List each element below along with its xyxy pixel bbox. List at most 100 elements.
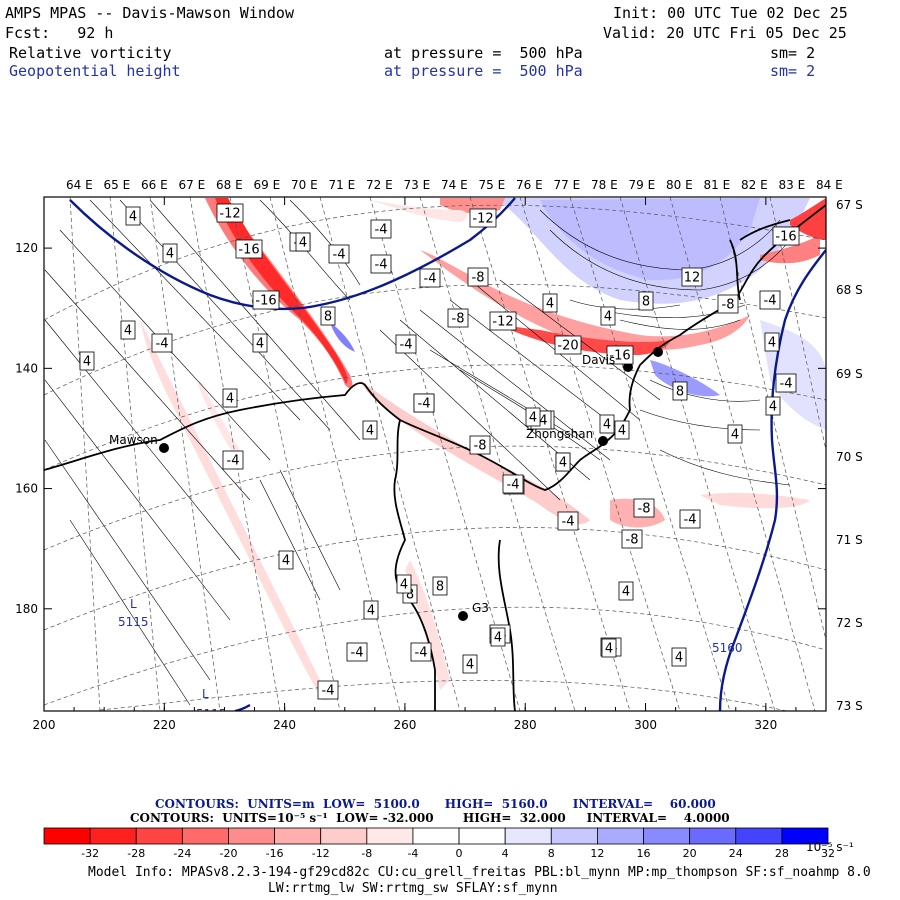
contour-label: -8 — [717, 294, 739, 314]
station-markers — [159, 347, 663, 621]
lat-label: 67 S — [836, 198, 863, 212]
contour-label: 4 — [252, 333, 268, 353]
colorbar-swatch — [550, 827, 598, 845]
contour-label: -4 — [346, 642, 368, 662]
svg-text:-4: -4 — [684, 513, 697, 528]
field1-smoothing: sm= 2 — [770, 44, 816, 62]
x-axis-labels: 200 220 240 260 280 300 320 — [33, 718, 778, 732]
svg-text:-8: -8 — [474, 439, 487, 454]
contour-label: -20 — [554, 335, 582, 355]
longitude-labels: 64 E 65 E 66 E 67 E 68 E 69 E 70 E 71 E 72 E 73 E… — [66, 178, 843, 192]
contour-label: -16 — [772, 226, 800, 246]
contour-label: 4 — [125, 206, 141, 226]
x-tick-label: 200 — [33, 718, 56, 732]
contour-label: 4 — [600, 306, 616, 326]
contour-label: -4 — [328, 244, 350, 264]
svg-text:4: 4 — [529, 411, 537, 426]
colorbar-tick-label: 20 — [683, 847, 697, 860]
svg-text:-8: -8 — [638, 502, 651, 517]
colorbar-swatch — [689, 827, 737, 845]
lon-label: 80 E — [666, 178, 693, 192]
y-tick-label: 160 — [15, 482, 38, 496]
contour-label: -16 — [235, 239, 263, 259]
svg-text:-12: -12 — [472, 212, 493, 227]
svg-text:4: 4 — [366, 424, 374, 439]
svg-text:4: 4 — [256, 337, 264, 352]
x-tick-label: 300 — [634, 718, 657, 732]
svg-text:-4: -4 — [375, 223, 388, 238]
y-tick-label: 140 — [15, 361, 38, 375]
colorbar-tick-label: 0 — [456, 847, 463, 860]
contour-label: -16 — [606, 345, 634, 365]
colorbar-swatch — [504, 827, 552, 845]
contour-label: 4 — [295, 232, 311, 252]
colorbar-swatch — [781, 827, 829, 845]
svg-text:-4: -4 — [764, 294, 777, 309]
colorbar-tick-label: -32 — [81, 847, 99, 860]
colorbar-swatch — [597, 827, 644, 845]
svg-text:-4: -4 — [418, 397, 431, 412]
svg-text:-4: -4 — [375, 258, 388, 273]
contour-label: -4 — [413, 393, 435, 413]
contour-label: -4 — [775, 373, 797, 393]
svg-text:4: 4 — [400, 578, 408, 593]
colorbar-swatch — [274, 827, 322, 845]
contour-label: -4 — [370, 219, 392, 239]
svg-text:8: 8 — [676, 385, 684, 400]
contour-label: -12 — [469, 208, 497, 228]
colorbar-swatch — [43, 827, 91, 845]
svg-text:4: 4 — [83, 355, 91, 370]
contour-label: 4 — [765, 396, 781, 416]
contour-label: -12 — [489, 311, 517, 331]
colorbar-tick-label: -8 — [361, 847, 372, 860]
model-info-line1: Model Info: MPASv8.2.3-194-gf29cd82c CU:… — [88, 865, 871, 880]
svg-text:-4: -4 — [415, 646, 428, 661]
colorbar-units: 10⁻⁵ s⁻¹ — [806, 840, 854, 854]
contour-label: -8 — [467, 267, 489, 287]
lon-label: 71 E — [329, 178, 356, 192]
height-contour-info: CONTOURS: UNITS=m LOW= 5100.0 HIGH= 5160… — [155, 797, 716, 811]
svg-text:4: 4 — [226, 392, 234, 407]
field1-level: at pressure = 500 hPa — [384, 44, 583, 62]
contour-label: 4 — [764, 332, 780, 352]
lon-label: 70 E — [291, 178, 318, 192]
contour-label: 4 — [618, 581, 634, 601]
contour-label: -4 — [222, 450, 244, 470]
svg-text:4: 4 — [367, 604, 375, 619]
x-tick-label: 320 — [754, 718, 777, 732]
svg-text:-4: -4 — [780, 377, 793, 392]
colorbar-tick-label: -20 — [219, 847, 237, 860]
contour-label: 4 — [362, 420, 378, 440]
contour-label: 4 — [525, 407, 541, 427]
svg-text:4: 4 — [605, 642, 613, 657]
valid-time: Valid: 20 UTC Fri 05 Dec 25 — [603, 24, 847, 42]
contour-label: 4 — [599, 414, 615, 434]
low-marker-2: L — [202, 687, 209, 701]
contour-label: 4 — [363, 600, 379, 620]
low-marker: L — [130, 597, 137, 611]
low-value-2: 5115 — [196, 707, 227, 721]
lon-label: 72 E — [366, 178, 393, 192]
lon-label: 73 E — [404, 178, 431, 192]
contour-label: 4 — [162, 243, 178, 263]
contour-label: 4 — [614, 420, 630, 440]
lon-label: 76 E — [516, 178, 543, 192]
y-axis-labels: 120 140 160 180 — [15, 241, 38, 616]
svg-text:-8: -8 — [722, 298, 735, 313]
contour-label: -4 — [151, 333, 173, 353]
svg-text:4: 4 — [731, 428, 739, 443]
colorbar-labels: -32 -28 -24 -20 -16 -12 -8 -4 0 4 8 12 16 20 24 28 32 — [81, 847, 835, 860]
colorbar-swatch — [181, 827, 229, 845]
svg-text:4: 4 — [603, 418, 611, 433]
lon-label: 75 E — [479, 178, 506, 192]
svg-text:-16: -16 — [238, 243, 259, 258]
field2-smoothing: sm= 2 — [770, 62, 816, 80]
contour-label-boxes: -12 -16 -16 4 -4 4 -4 -4 -4 -12 -8 4 -4 -8 -12 -20 -16 8 1… — [79, 203, 800, 700]
vorticity-contour-info: CONTOURS: UNITS=10⁻⁵ s⁻¹ LOW= -32.000 HI… — [130, 811, 730, 825]
svg-text:-4: -4 — [400, 338, 413, 353]
lon-label: 82 E — [741, 178, 768, 192]
contour-label: -16 — [252, 290, 280, 310]
colorbar-swatch — [735, 827, 783, 845]
svg-text:-4: -4 — [562, 515, 575, 530]
